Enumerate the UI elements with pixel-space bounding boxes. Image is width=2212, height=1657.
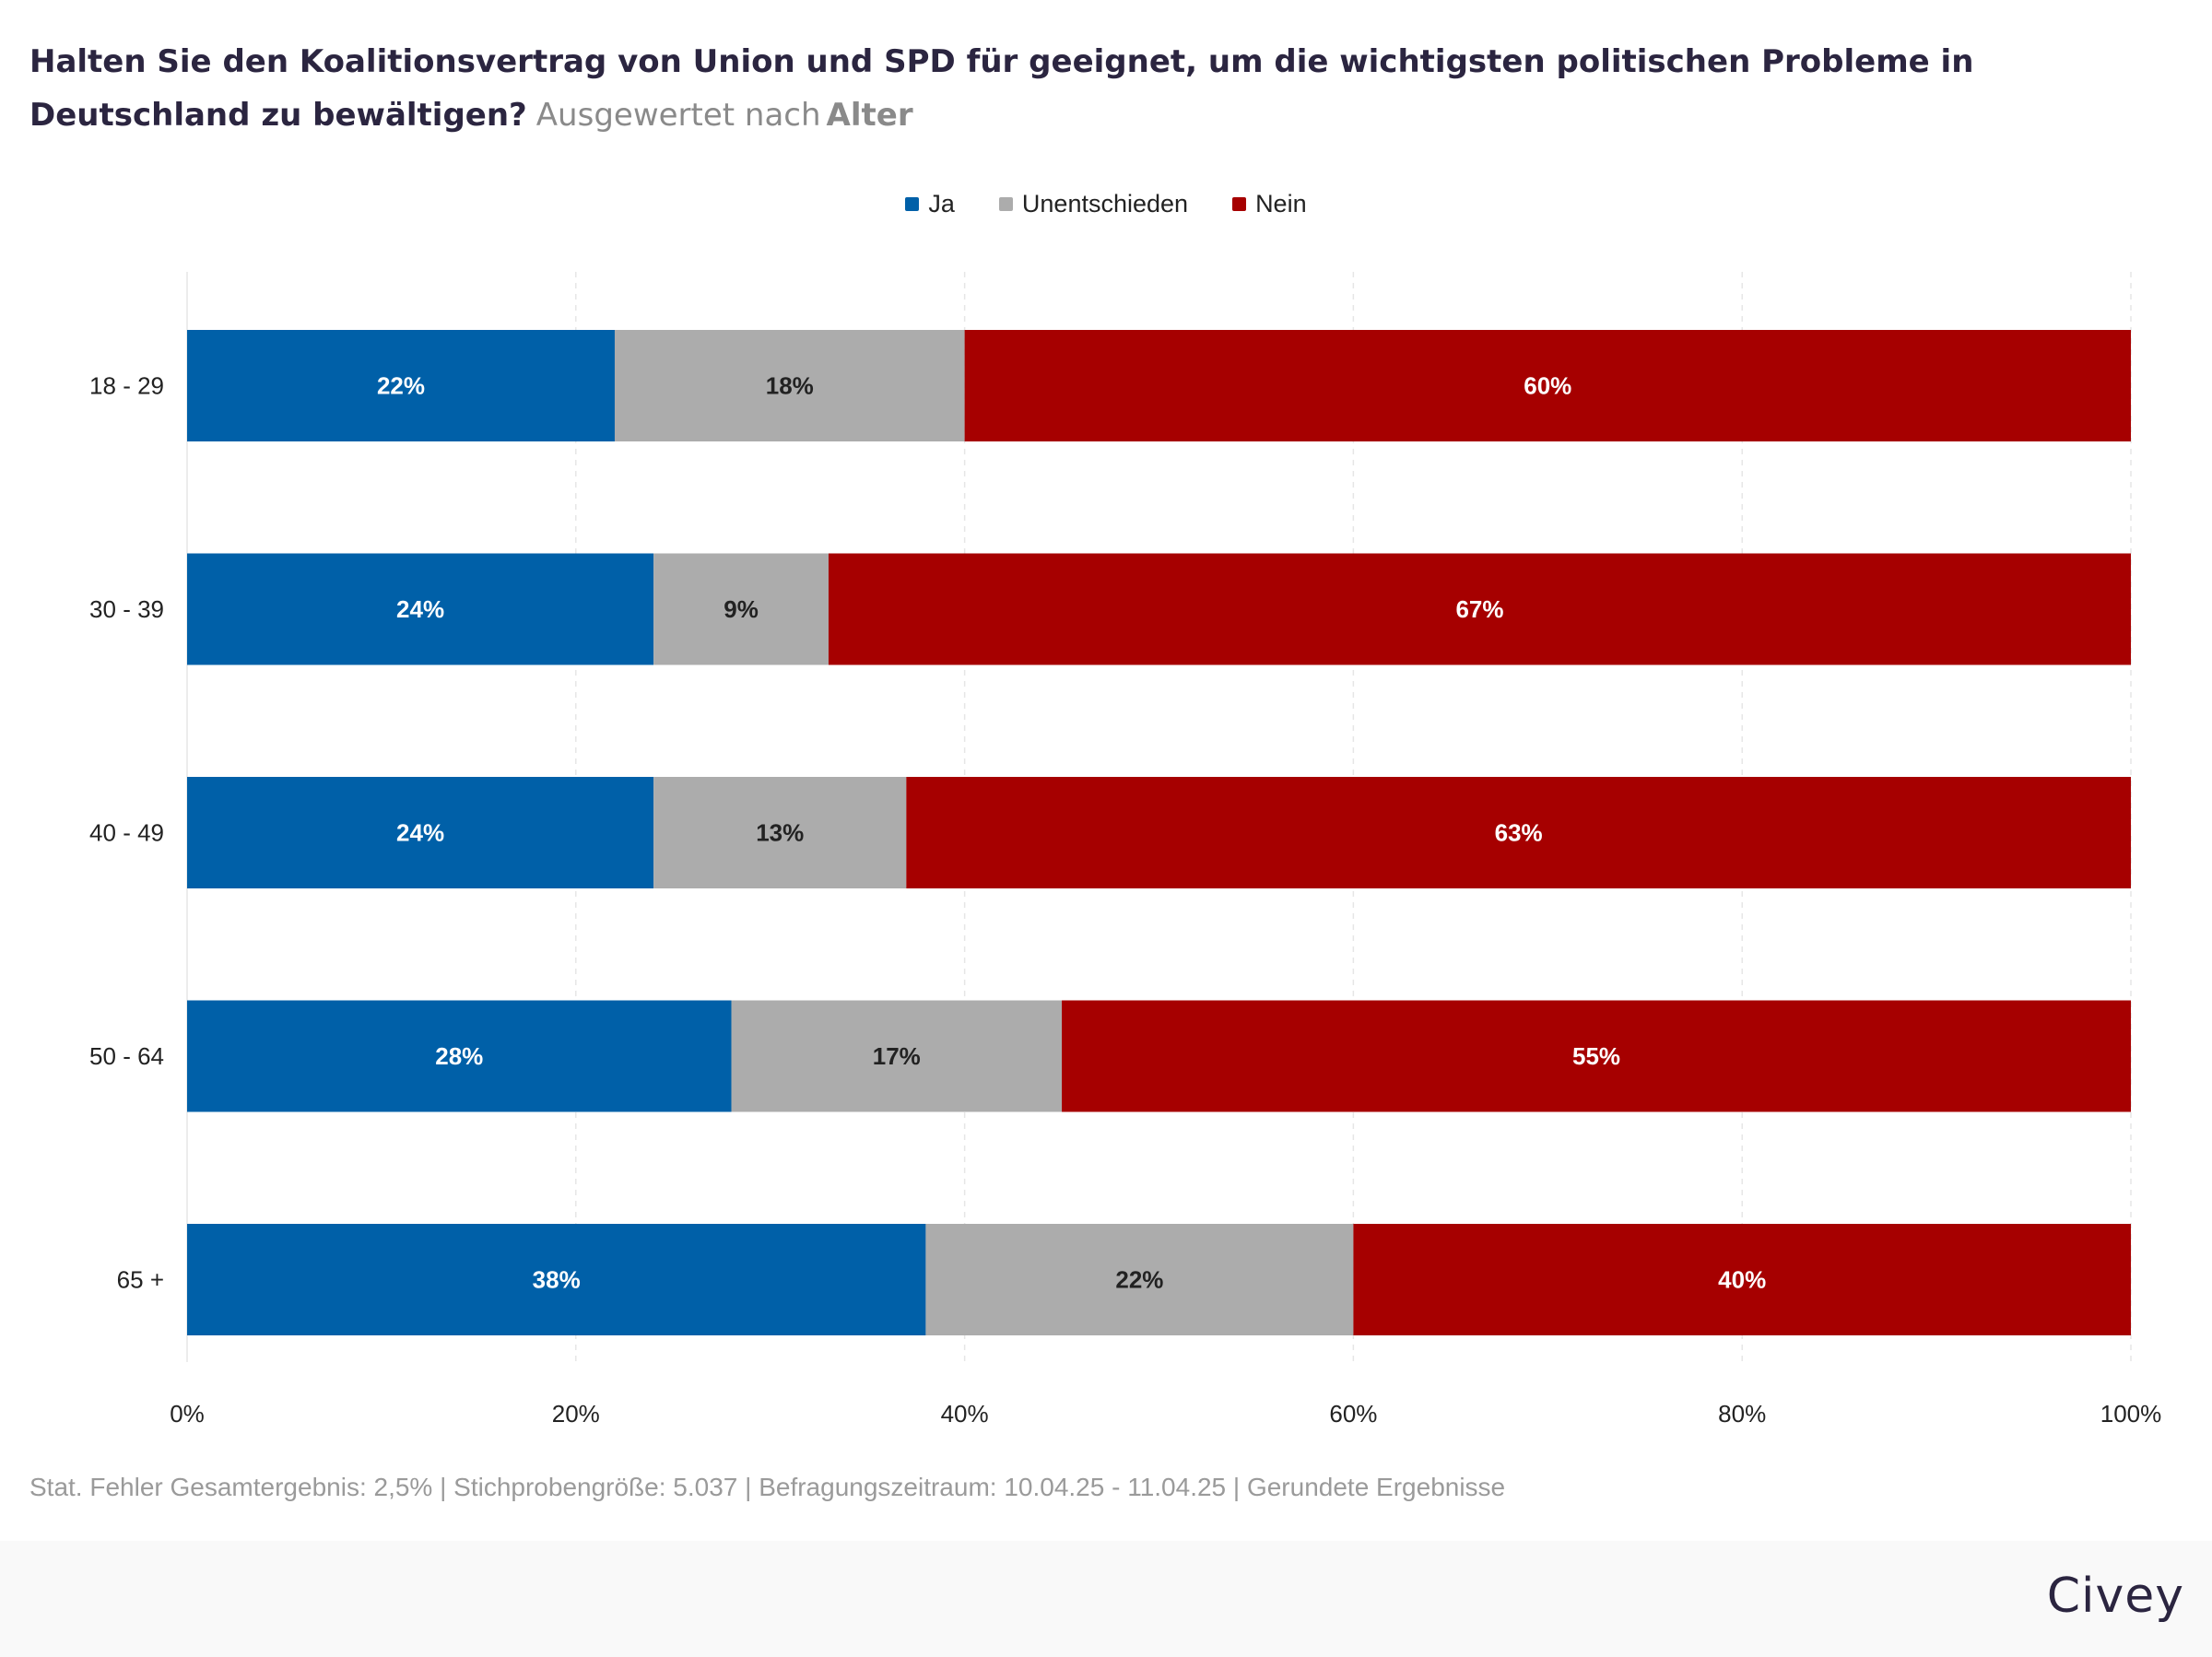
- bar-ja: [187, 777, 654, 888]
- bar-nein: [1062, 1000, 2131, 1112]
- data-label: 55%: [1572, 1042, 1620, 1070]
- data-label: 24%: [396, 819, 444, 847]
- bar-nein: [828, 553, 2131, 665]
- category-label: 18 - 29: [89, 372, 164, 400]
- data-label: 9%: [724, 595, 759, 623]
- data-label: 63%: [1495, 819, 1543, 847]
- legend-label-unentschieden: Unentschieden: [1021, 190, 1189, 217]
- bar-nein: [906, 777, 2131, 888]
- legend-swatch-unentschieden: [998, 197, 1013, 211]
- x-tick-label: 60%: [1329, 1400, 1377, 1428]
- bar-unentschieden: [731, 1000, 1063, 1112]
- category-label: 40 - 49: [89, 819, 164, 847]
- legend-label-nein: Nein: [1255, 190, 1307, 217]
- breakdown-prefix: Ausgewertet nach: [535, 97, 821, 134]
- data-label: 40%: [1718, 1266, 1766, 1294]
- bar-unentschieden: [925, 1224, 1354, 1335]
- bar-unentschieden: [614, 330, 965, 441]
- data-label: 28%: [435, 1042, 483, 1070]
- legend-swatch-nein: [1232, 197, 1247, 211]
- stacked-bar-chart: 0% 20% 40% 60% 80% 100% 18 - 29 22% 18% 60% 30 - 3…: [89, 272, 2162, 1428]
- bar-ja: [187, 553, 654, 665]
- bar-nein: [964, 330, 2131, 441]
- legend-label-ja: Ja: [928, 190, 955, 217]
- x-tick-label: 100%: [2100, 1400, 2162, 1428]
- x-tick-label: 80%: [1718, 1400, 1766, 1428]
- bar-nein: [1353, 1224, 2131, 1335]
- category-label: 50 - 64: [89, 1042, 164, 1070]
- breakdown-dimension: Alter: [826, 97, 913, 134]
- chart-footnote: Stat. Fehler Gesamtergebnis: 2,5% | Stic…: [29, 1473, 1506, 1501]
- legend-item-nein[interactable]: Nein: [1232, 190, 1307, 218]
- chart-title: Halten Sie den Koalitionsvertrag von Uni…: [29, 35, 2177, 142]
- data-label: 17%: [873, 1042, 921, 1070]
- data-label: 60%: [1524, 372, 1571, 400]
- legend-item-unentschieden[interactable]: Unentschieden: [998, 190, 1189, 218]
- bar-unentschieden: [653, 777, 907, 888]
- bar-unentschieden: [653, 553, 829, 665]
- data-label: 38%: [533, 1266, 581, 1294]
- category-label: 30 - 39: [89, 595, 164, 623]
- data-label: 18%: [766, 372, 814, 400]
- data-label: 22%: [1115, 1266, 1163, 1294]
- chart-question: Halten Sie den Koalitionsvertrag von Uni…: [29, 43, 1974, 134]
- data-label: 24%: [396, 595, 444, 623]
- bar-ja: [187, 330, 615, 441]
- chart-legend: Ja Unentschieden Nein: [0, 190, 2212, 218]
- legend-swatch-ja: [905, 197, 920, 211]
- footer-bar: Civey: [0, 1541, 2212, 1657]
- x-tick-label: 0%: [170, 1400, 205, 1428]
- bar-ja: [187, 1000, 732, 1112]
- data-label: 13%: [756, 819, 804, 847]
- brand-logo: Civey: [2046, 1569, 2184, 1624]
- data-label: 67%: [1455, 595, 1503, 623]
- legend-item-ja[interactable]: Ja: [905, 190, 955, 218]
- category-label: 65 +: [117, 1266, 164, 1294]
- x-tick-label: 20%: [552, 1400, 600, 1428]
- x-tick-label: 40%: [941, 1400, 989, 1428]
- data-label: 22%: [377, 372, 425, 400]
- bar-ja: [187, 1224, 926, 1335]
